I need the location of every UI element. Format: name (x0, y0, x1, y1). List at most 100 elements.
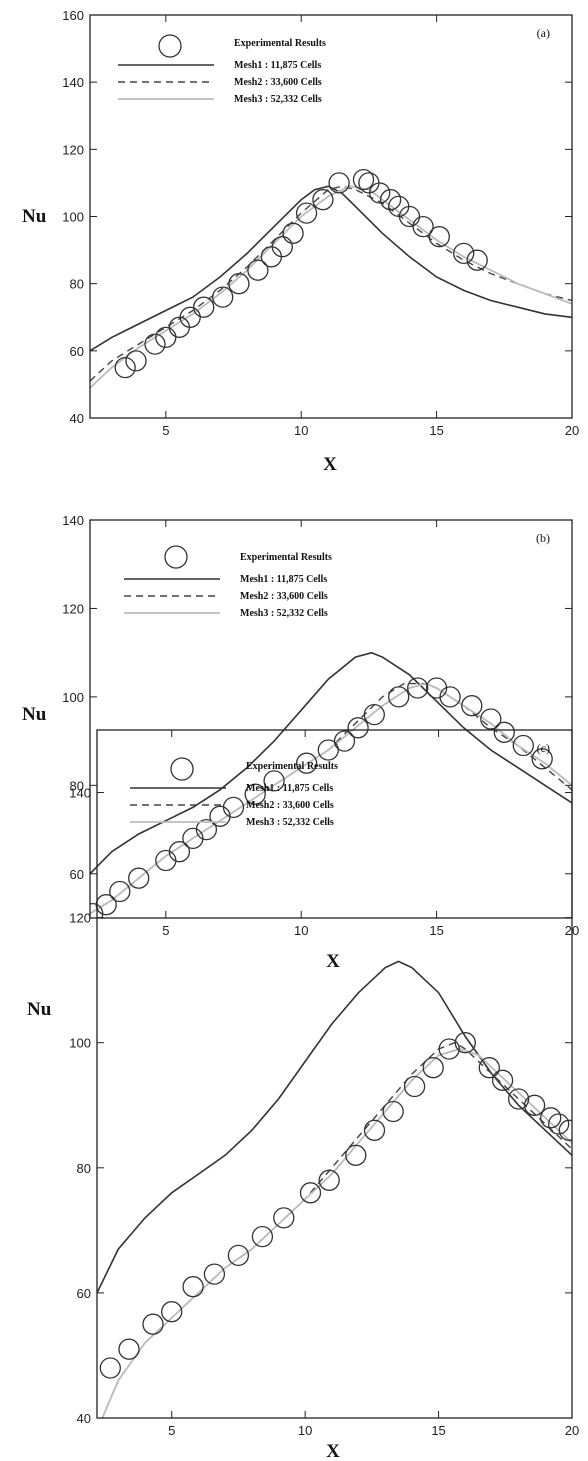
legend-label: Mesh1 : 11,875 Cells (246, 783, 333, 794)
y-tick-label: 80 (70, 778, 84, 793)
data-point (428, 226, 450, 248)
x-tick-label: 5 (162, 423, 169, 438)
data-point (439, 686, 461, 708)
data-point (114, 356, 136, 379)
data-point (95, 894, 117, 916)
series-line-3 (101, 1041, 572, 1418)
legend-label: Mesh3 : 52,332 Cells (240, 608, 328, 619)
data-point (155, 849, 177, 872)
data-point (453, 242, 475, 265)
y-tick-label: 100 (62, 210, 84, 225)
data-point (379, 189, 402, 211)
series-line-4 (90, 185, 572, 389)
legend-label: Experimental Results (234, 38, 326, 49)
plot-frame (96, 729, 573, 1419)
legend-label: Mesh3 : 52,332 Cells (234, 94, 322, 105)
data-point (438, 1038, 460, 1060)
x-tick-label: 5 (168, 1423, 175, 1438)
data-point (227, 1244, 250, 1267)
series-line-4 (101, 1048, 572, 1418)
legend-label: Mesh1 : 11,875 Cells (240, 574, 327, 585)
data-point (333, 730, 356, 752)
data-point (540, 1107, 562, 1129)
y-tick-label: 80 (77, 1161, 91, 1176)
series-line-4 (90, 682, 572, 915)
plot-frame (89, 519, 573, 919)
y-axis-label: Nu (22, 704, 47, 725)
y-tick-label: 120 (69, 911, 91, 926)
data-point (271, 236, 293, 258)
series-line-2 (90, 651, 572, 875)
legend: Experimental Results Mesh1 : 11,875 Cells… (118, 34, 326, 105)
data-point (244, 783, 266, 805)
y-axis-label: Nu (27, 999, 52, 1020)
y-tick-label: 100 (69, 1036, 91, 1051)
data-point (179, 306, 201, 328)
y-tick-label: 140 (69, 786, 91, 801)
x-tick-label: 5 (162, 923, 169, 938)
panel-label: (a) (537, 26, 550, 40)
data-point (222, 796, 245, 819)
y-tick-label: 120 (62, 601, 84, 616)
data-point (388, 686, 410, 708)
data-point (403, 1075, 426, 1098)
data-point (345, 1144, 367, 1166)
data-point (109, 880, 131, 903)
data-point (118, 1338, 140, 1360)
data-point (247, 259, 269, 281)
data-point (260, 246, 283, 268)
data-point (352, 168, 375, 191)
legend-marker-circle (164, 545, 188, 569)
plot-frame (89, 14, 573, 419)
data-point (203, 1263, 226, 1285)
legend-label: Experimental Results (240, 552, 332, 563)
x-axis-label: X (323, 454, 337, 475)
series-line-3 (90, 682, 572, 915)
data-point (212, 286, 234, 308)
legend-label: Mesh2 : 33,600 Cells (240, 591, 328, 602)
data-point (317, 739, 339, 761)
legend-marker-circle (170, 757, 194, 781)
data-point (161, 1301, 183, 1323)
x-tick-label: 10 (298, 1423, 312, 1438)
y-axis-label: Nu (22, 206, 47, 227)
data-point (398, 205, 421, 228)
data-point (328, 172, 350, 194)
data-point (363, 1119, 386, 1141)
y-tick-label: 60 (70, 867, 84, 882)
data-point (295, 752, 318, 774)
legend-label: Mesh3 : 52,332 Cells (246, 817, 334, 828)
data-point (491, 1069, 514, 1091)
data-point (466, 249, 488, 271)
data-point (454, 1032, 476, 1054)
x-axis-label: X (326, 1441, 340, 1461)
legend-label: Mesh1 : 11,875 Cells (234, 60, 321, 71)
legend-label: Mesh2 : 33,600 Cells (234, 77, 322, 88)
series-line-2 (90, 185, 572, 352)
data-point (182, 1276, 204, 1298)
data-point (125, 350, 147, 372)
data-point (318, 1169, 340, 1191)
data-point (263, 770, 285, 792)
x-tick-label: 15 (431, 1423, 445, 1438)
data-point (512, 734, 534, 757)
data-point (507, 1088, 530, 1110)
panel-label: (c) (537, 741, 550, 755)
data-point (155, 326, 177, 349)
data-point (478, 1057, 500, 1079)
x-tick-label: 20 (565, 1423, 579, 1438)
legend-label: Experimental Results (246, 761, 338, 772)
x-tick-label: 20 (565, 423, 579, 438)
data-point (369, 182, 391, 204)
legend: Experimental Results Mesh1 : 11,875 Cells… (124, 545, 332, 619)
data-point (193, 296, 215, 318)
data-point (144, 333, 166, 355)
data-point (228, 273, 250, 295)
data-point (480, 708, 502, 730)
y-tick-label: 120 (62, 142, 84, 157)
data-point (558, 1119, 572, 1141)
chart-panel-1: 5 10 15 20 40 60 80 100 120 140 160 X Nu (a) Experimen… (22, 8, 579, 475)
data-point (251, 1225, 274, 1248)
